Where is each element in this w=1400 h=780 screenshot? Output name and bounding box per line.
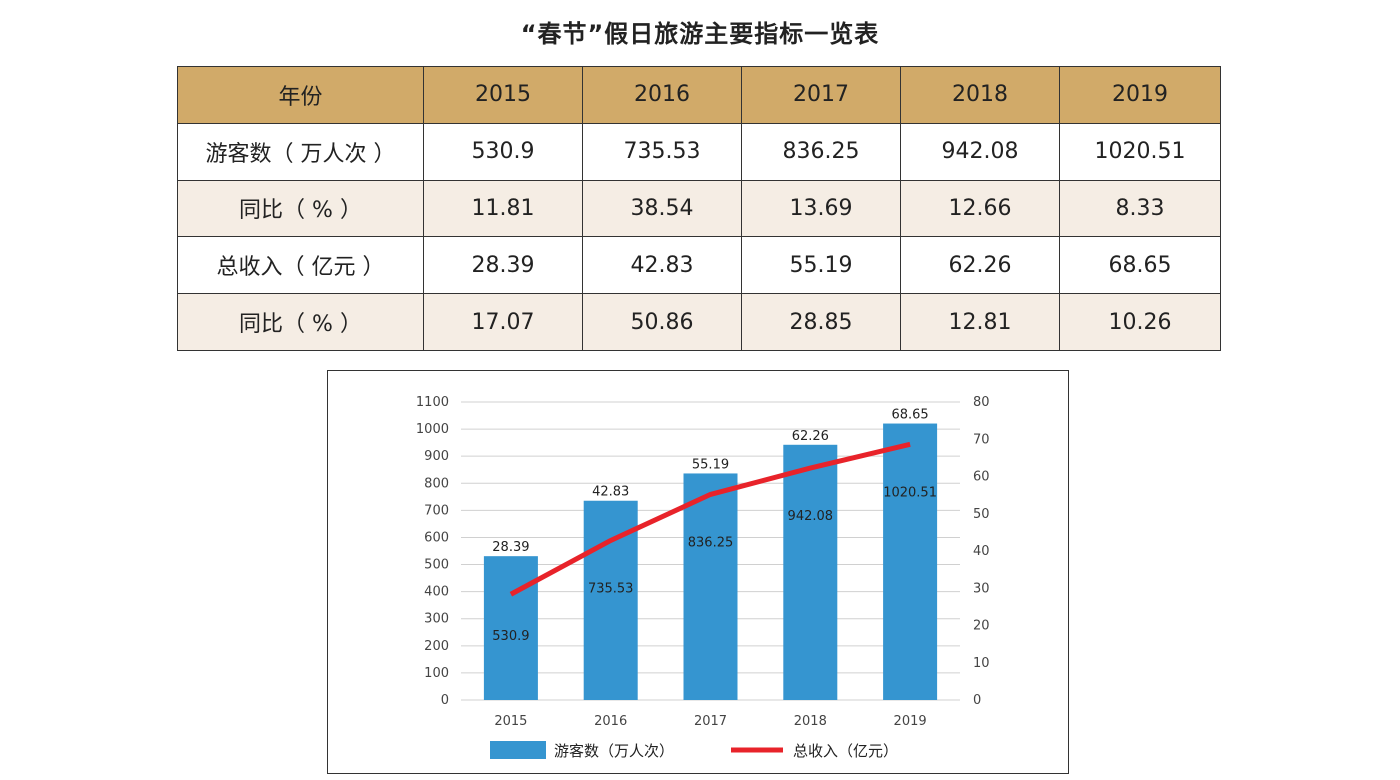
- y-left-tick-label: 0: [441, 693, 449, 708]
- legend-line-label: 总收入（亿元）: [793, 742, 898, 760]
- legend-bar-label: 游客数（万人次）: [554, 742, 674, 760]
- y-left-tick-label: 500: [424, 558, 449, 573]
- row-label: 同比（ % ）: [177, 293, 424, 351]
- table-row: 同比（ % ） 11.81 38.54 13.69 12.66 8.33: [177, 179, 1221, 238]
- table-cell: 12.81: [900, 293, 1060, 351]
- y-right-tick-label: 50: [973, 507, 990, 522]
- y-left-tick-label: 200: [424, 639, 449, 654]
- y-left-tick-label: 1000: [416, 422, 449, 437]
- table-row: 游客数（ 万人次 ） 530.9 735.53 836.25 942.08 10…: [177, 122, 1221, 181]
- header-cell: 2016: [582, 66, 742, 124]
- line-value-label: 42.83: [592, 485, 629, 500]
- bar: [783, 444, 838, 700]
- y-left-tick-label: 700: [424, 503, 449, 518]
- table-cell: 38.54: [582, 179, 742, 238]
- bar-value-label: 735.53: [588, 581, 634, 596]
- line-value-label: 28.39: [492, 540, 529, 555]
- line-value-label: 55.19: [692, 457, 729, 472]
- x-tick-label: 2017: [694, 714, 727, 729]
- table-cell: 942.08: [900, 122, 1060, 181]
- header-cell: 年份: [177, 66, 424, 124]
- y-left-tick-label: 1100: [416, 395, 449, 410]
- table-cell: 12.66: [900, 179, 1060, 238]
- x-tick-label: 2018: [794, 714, 827, 729]
- table-cell: 8.33: [1059, 179, 1221, 238]
- y-right-tick-label: 80: [973, 395, 990, 410]
- table-cell: 28.85: [741, 293, 901, 351]
- row-label: 游客数（ 万人次 ）: [177, 122, 424, 181]
- bar-value-label: 836.25: [688, 535, 734, 550]
- table-cell: 13.69: [741, 179, 901, 238]
- y-left-tick-label: 100: [424, 666, 449, 681]
- bar: [883, 423, 938, 700]
- line-series: [509, 441, 911, 597]
- table-row: 同比（ % ） 17.07 50.86 28.85 12.81 10.26: [177, 293, 1221, 351]
- table-row: 总收入（ 亿元 ） 28.39 42.83 55.19 62.26 68.65: [177, 236, 1221, 295]
- line-value-label: 62.26: [792, 429, 829, 444]
- table-cell: 28.39: [423, 236, 583, 295]
- table-cell: 42.83: [582, 236, 742, 295]
- table-cell: 50.86: [582, 293, 742, 351]
- y-right-tick-label: 60: [973, 470, 990, 485]
- stats-table: 年份 2015 2016 2017 2018 2019 游客数（ 万人次 ） 5…: [177, 66, 1221, 351]
- y-left-tick-label: 900: [424, 449, 449, 464]
- row-label: 总收入（ 亿元 ）: [177, 236, 424, 295]
- chart-canvas: 0100200300400500600700800900100011000102…: [416, 395, 990, 760]
- header-cell: 2015: [423, 66, 583, 124]
- page-title: “春节”假日旅游主要指标一览表: [520, 20, 880, 48]
- bar-value-label: 530.9: [492, 629, 529, 644]
- x-tick-label: 2019: [894, 714, 927, 729]
- y-right-tick-label: 30: [973, 581, 990, 596]
- table-cell: 530.9: [423, 122, 583, 181]
- header-cell: 2017: [741, 66, 901, 124]
- bar-value-label: 942.08: [788, 509, 834, 524]
- x-tick-label: 2016: [594, 714, 627, 729]
- row-label: 同比（ % ）: [177, 179, 424, 238]
- y-left-tick-label: 800: [424, 476, 449, 491]
- table-cell: 62.26: [900, 236, 1060, 295]
- y-right-tick-label: 10: [973, 656, 990, 671]
- bar: [683, 473, 738, 700]
- bar: [483, 556, 538, 700]
- header-cell: 2019: [1059, 66, 1221, 124]
- x-tick-label: 2015: [494, 714, 527, 729]
- y-left-tick-label: 600: [424, 530, 449, 545]
- table-cell: 11.81: [423, 179, 583, 238]
- y-right-tick-label: 20: [973, 619, 990, 634]
- line-value-label: 68.65: [891, 408, 928, 423]
- table-cell: 10.26: [1059, 293, 1221, 351]
- y-right-tick-label: 70: [973, 432, 990, 447]
- bar-value-label: 1020.51: [883, 485, 937, 500]
- table-cell: 735.53: [582, 122, 742, 181]
- table-cell: 836.25: [741, 122, 901, 181]
- y-right-tick-label: 0: [973, 693, 981, 708]
- table-cell: 1020.51: [1059, 122, 1221, 181]
- header-cell: 2018: [900, 66, 1060, 124]
- table-cell: 17.07: [423, 293, 583, 351]
- y-right-tick-label: 40: [973, 544, 990, 559]
- table-cell: 68.65: [1059, 236, 1221, 295]
- legend-bar-swatch: [490, 741, 546, 759]
- table-cell: 55.19: [741, 236, 901, 295]
- table-header-row: 年份 2015 2016 2017 2018 2019: [177, 66, 1221, 124]
- combo-chart: 0 100 200 300 400 500 600 700 800 900 1000 1100 0 10 2…: [327, 370, 1069, 774]
- y-left-tick-label: 400: [424, 585, 449, 600]
- y-left-tick-label: 300: [424, 612, 449, 627]
